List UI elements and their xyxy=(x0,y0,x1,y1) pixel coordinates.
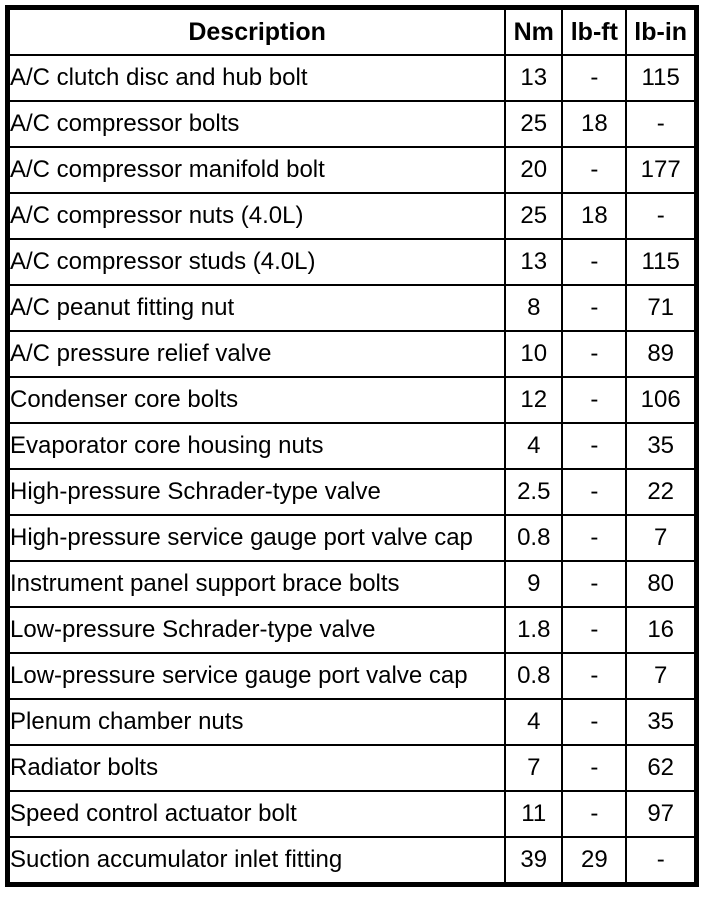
description-cell: A/C clutch disc and hub bolt xyxy=(6,54,507,102)
lb-in-cell: 80 xyxy=(625,560,698,608)
nm-cell: 13 xyxy=(504,238,564,286)
nm-cell: 25 xyxy=(504,192,564,240)
lb-in-cell: 106 xyxy=(625,376,698,424)
lb-in-cell: 62 xyxy=(625,744,698,792)
nm-cell: 9 xyxy=(504,560,564,608)
lb-in-cell: 89 xyxy=(625,330,698,378)
header-nm: Nm xyxy=(504,6,564,56)
lb-ft-cell: - xyxy=(561,606,628,654)
description-cell: Evaporator core housing nuts xyxy=(6,422,507,470)
lb-in-cell: 7 xyxy=(625,652,698,700)
lb-ft-cell: - xyxy=(561,376,628,424)
lb-in-cell: 115 xyxy=(625,238,698,286)
description-cell: Low-pressure Schrader-type valve xyxy=(6,606,507,654)
table-row: Instrument panel support brace bolts 9 -… xyxy=(6,560,698,608)
table-row: Low-pressure Schrader-type valve 1.8 - 1… xyxy=(6,606,698,654)
table-row: Condenser core bolts 12 - 106 xyxy=(6,376,698,424)
table-row: High-pressure service gauge port valve c… xyxy=(6,514,698,562)
nm-cell: 20 xyxy=(504,146,564,194)
header-row: Description Nm lb-ft lb-in xyxy=(6,6,698,56)
description-cell: High-pressure Schrader-type valve xyxy=(6,468,507,516)
lb-ft-cell: - xyxy=(561,468,628,516)
nm-cell: 39 xyxy=(504,836,564,886)
lb-ft-cell: - xyxy=(561,422,628,470)
description-cell: Instrument panel support brace bolts xyxy=(6,560,507,608)
description-cell: Speed control actuator bolt xyxy=(6,790,507,838)
lb-in-cell: 115 xyxy=(625,54,698,102)
table-row: Suction accumulator inlet fitting 39 29 … xyxy=(6,836,698,886)
lb-ft-cell: - xyxy=(561,146,628,194)
table-header: Description Nm lb-ft lb-in xyxy=(6,6,698,56)
lb-in-cell: 35 xyxy=(625,422,698,470)
description-cell: Plenum chamber nuts xyxy=(6,698,507,746)
lb-ft-cell: - xyxy=(561,652,628,700)
nm-cell: 7 xyxy=(504,744,564,792)
lb-ft-cell: - xyxy=(561,790,628,838)
description-cell: A/C compressor studs (4.0L) xyxy=(6,238,507,286)
description-cell: A/C compressor manifold bolt xyxy=(6,146,507,194)
table-row: A/C pressure relief valve 10 - 89 xyxy=(6,330,698,378)
table-row: Speed control actuator bolt 11 - 97 xyxy=(6,790,698,838)
table-row: A/C compressor nuts (4.0L) 25 18 - xyxy=(6,192,698,240)
lb-in-cell: 16 xyxy=(625,606,698,654)
nm-cell: 0.8 xyxy=(504,514,564,562)
nm-cell: 0.8 xyxy=(504,652,564,700)
lb-in-cell: 177 xyxy=(625,146,698,194)
nm-cell: 4 xyxy=(504,698,564,746)
description-cell: Condenser core bolts xyxy=(6,376,507,424)
lb-in-cell: - xyxy=(625,100,698,148)
table-row: A/C clutch disc and hub bolt 13 - 115 xyxy=(6,54,698,102)
description-cell: Radiator bolts xyxy=(6,744,507,792)
lb-in-cell: 35 xyxy=(625,698,698,746)
nm-cell: 10 xyxy=(504,330,564,378)
lb-ft-cell: - xyxy=(561,514,628,562)
lb-in-cell: 22 xyxy=(625,468,698,516)
nm-cell: 25 xyxy=(504,100,564,148)
lb-in-cell: 97 xyxy=(625,790,698,838)
description-cell: A/C pressure relief valve xyxy=(6,330,507,378)
nm-cell: 11 xyxy=(504,790,564,838)
lb-ft-cell: - xyxy=(561,560,628,608)
lb-ft-cell: - xyxy=(561,284,628,332)
torque-spec-table: Description Nm lb-ft lb-in A/C clutch di… xyxy=(5,5,699,887)
lb-ft-cell: - xyxy=(561,744,628,792)
lb-in-cell: - xyxy=(625,192,698,240)
description-cell: High-pressure service gauge port valve c… xyxy=(6,514,507,562)
nm-cell: 2.5 xyxy=(504,468,564,516)
torque-spec-document: Description Nm lb-ft lb-in A/C clutch di… xyxy=(5,5,699,887)
lb-ft-cell: 18 xyxy=(561,192,628,240)
header-lb-in: lb-in xyxy=(625,6,698,56)
lb-in-cell: - xyxy=(625,836,698,886)
lb-ft-cell: - xyxy=(561,698,628,746)
lb-in-cell: 7 xyxy=(625,514,698,562)
table-row: A/C peanut fitting nut 8 - 71 xyxy=(6,284,698,332)
table-row: A/C compressor manifold bolt 20 - 177 xyxy=(6,146,698,194)
description-cell: Suction accumulator inlet fitting xyxy=(6,836,507,886)
nm-cell: 12 xyxy=(504,376,564,424)
table-row: Evaporator core housing nuts 4 - 35 xyxy=(6,422,698,470)
description-cell: A/C compressor bolts xyxy=(6,100,507,148)
lb-ft-cell: - xyxy=(561,238,628,286)
nm-cell: 13 xyxy=(504,54,564,102)
lb-in-cell: 71 xyxy=(625,284,698,332)
lb-ft-cell: - xyxy=(561,330,628,378)
table-body: A/C clutch disc and hub bolt 13 - 115 A/… xyxy=(6,54,698,886)
table-row: A/C compressor studs (4.0L) 13 - 115 xyxy=(6,238,698,286)
table-row: Low-pressure service gauge port valve ca… xyxy=(6,652,698,700)
nm-cell: 4 xyxy=(504,422,564,470)
header-lb-ft: lb-ft xyxy=(561,6,628,56)
nm-cell: 8 xyxy=(504,284,564,332)
description-cell: A/C compressor nuts (4.0L) xyxy=(6,192,507,240)
table-row: High-pressure Schrader-type valve 2.5 - … xyxy=(6,468,698,516)
table-row: Radiator bolts 7 - 62 xyxy=(6,744,698,792)
lb-ft-cell: - xyxy=(561,54,628,102)
header-description: Description xyxy=(6,6,507,56)
description-cell: Low-pressure service gauge port valve ca… xyxy=(6,652,507,700)
description-cell: A/C peanut fitting nut xyxy=(6,284,507,332)
nm-cell: 1.8 xyxy=(504,606,564,654)
lb-ft-cell: 29 xyxy=(561,836,628,886)
table-row: Plenum chamber nuts 4 - 35 xyxy=(6,698,698,746)
lb-ft-cell: 18 xyxy=(561,100,628,148)
table-row: A/C compressor bolts 25 18 - xyxy=(6,100,698,148)
